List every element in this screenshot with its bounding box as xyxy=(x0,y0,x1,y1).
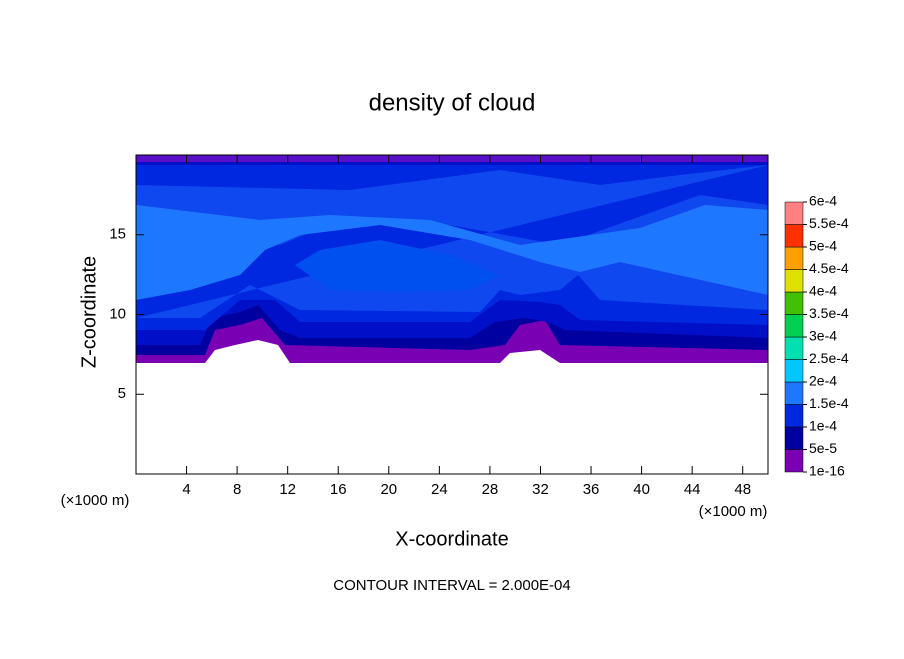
x-axis-unit: (×1000 m) xyxy=(699,503,768,520)
colorbar-label: 1e-16 xyxy=(809,463,845,479)
colorbar-label: 4e-4 xyxy=(809,283,837,299)
colorbar-swatch xyxy=(784,269,804,293)
colorbar-swatch xyxy=(784,224,804,248)
colorbar-swatch xyxy=(784,336,804,360)
colorbar-label: 6e-4 xyxy=(809,193,837,209)
colorbar-label: 3.5e-4 xyxy=(809,305,849,321)
colorbar-label: 1.5e-4 xyxy=(809,395,849,411)
x-tick-label: 12 xyxy=(279,481,296,498)
colorbar-swatch xyxy=(784,314,804,338)
x-tick-label: 28 xyxy=(482,481,499,498)
x-axis-label: X-coordinate xyxy=(395,528,508,550)
colorbar-swatch xyxy=(784,201,804,225)
chart-title: density of cloud xyxy=(369,89,536,116)
contour-note: CONTOUR INTERVAL = 2.000E-04 xyxy=(333,577,570,594)
colorbar-label: 2e-4 xyxy=(809,373,837,389)
y-tick-label: 15 xyxy=(109,226,126,243)
x-tick-label: 4 xyxy=(182,481,190,498)
contour-field xyxy=(136,155,768,474)
x-tick-label: 48 xyxy=(734,481,751,498)
colorbar-swatch xyxy=(784,449,804,473)
y-tick-label: 5 xyxy=(118,385,126,402)
colorbar-label: 4.5e-4 xyxy=(809,260,849,276)
x-tick-label: 20 xyxy=(380,481,397,498)
colorbar-swatch xyxy=(784,291,804,315)
colorbar-label: 2.5e-4 xyxy=(809,350,849,366)
colorbar-swatch xyxy=(784,404,804,428)
x-tick-label: 36 xyxy=(583,481,600,498)
x-tick-label: 44 xyxy=(684,481,701,498)
colorbar-label: 1e-4 xyxy=(809,418,837,434)
x-tick-label: 16 xyxy=(330,481,347,498)
colorbar-swatch xyxy=(784,381,804,405)
x-tick-label: 32 xyxy=(532,481,549,498)
x-tick-label: 24 xyxy=(431,481,448,498)
colorbar-swatch xyxy=(784,359,804,383)
y-axis-label: Z-coordinate xyxy=(78,256,100,368)
x-tick-label: 8 xyxy=(233,481,241,498)
colorbar-swatch xyxy=(784,246,804,270)
x-tick-label: 40 xyxy=(633,481,650,498)
y-axis-unit: (×1000 m) xyxy=(61,492,130,509)
colorbar-swatch xyxy=(784,426,804,450)
colorbar-label: 3e-4 xyxy=(809,328,837,344)
colorbar-label: 5e-4 xyxy=(809,238,837,254)
colorbar-label: 5.5e-4 xyxy=(809,215,849,231)
colorbar-label: 5e-5 xyxy=(809,440,837,456)
y-tick-label: 10 xyxy=(109,305,126,322)
